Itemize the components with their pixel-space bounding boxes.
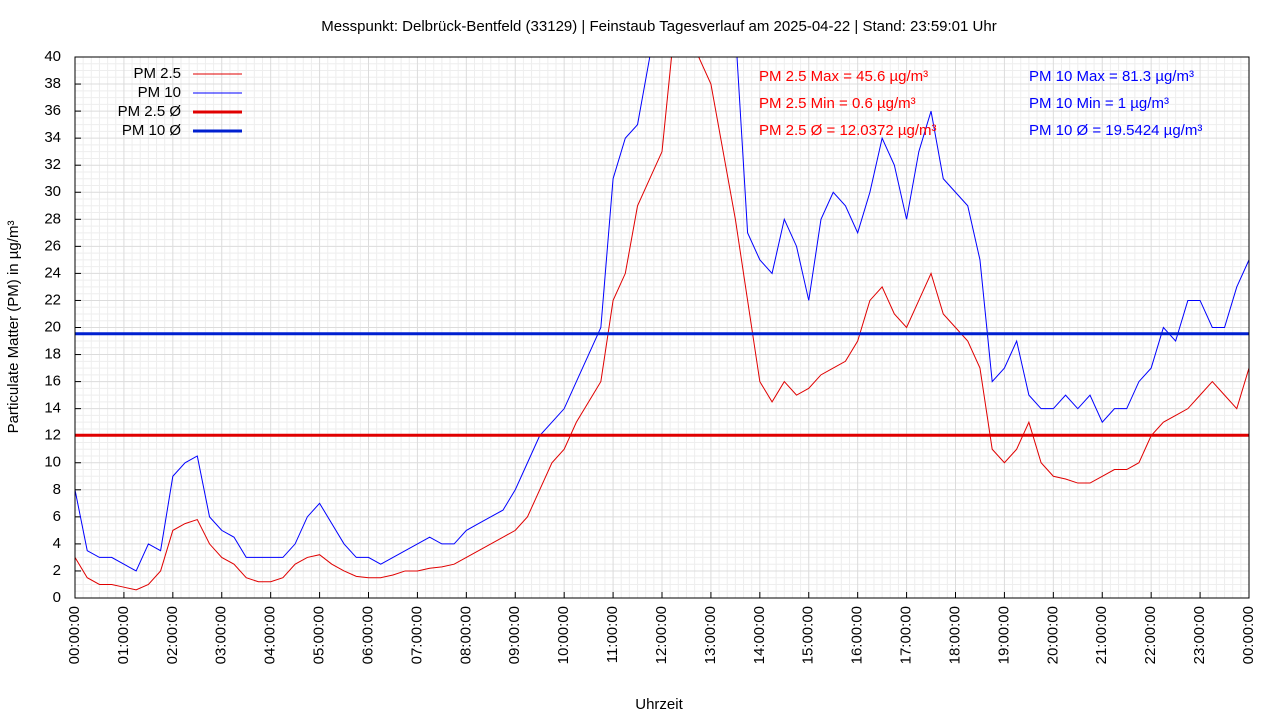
y-tick-label: 22 — [44, 291, 61, 308]
x-tick-label: 11:00:00 — [604, 606, 621, 663]
y-tick-label: 32 — [44, 156, 61, 173]
series-line — [75, 57, 1249, 572]
series-line — [75, 57, 1249, 591]
x-tick-label: 06:00:00 — [359, 606, 376, 664]
annotation: PM 10 Max = 81.3 µg/m³ — [1029, 68, 1194, 85]
x-axis-label: Uhrzeit — [635, 696, 683, 713]
y-tick-label: 6 — [53, 508, 61, 525]
x-tick-label: 03:00:00 — [213, 606, 230, 664]
y-tick-label: 0 — [53, 589, 61, 606]
legend-label: PM 2.5 Ø — [118, 103, 182, 120]
x-tick-label: 00:00:00 — [1240, 606, 1257, 664]
y-tick-label: 12 — [44, 427, 61, 444]
x-tick-label: 17:00:00 — [898, 606, 915, 664]
x-tick-label: 13:00:00 — [702, 606, 719, 664]
y-tick-label: 24 — [44, 264, 61, 281]
chart-title: Messpunkt: Delbrück-Bentfeld (33129) | F… — [321, 18, 996, 35]
y-tick-label: 30 — [44, 183, 61, 200]
x-tick-label: 19:00:00 — [995, 606, 1012, 664]
y-tick-label: 38 — [44, 75, 61, 92]
y-tick-label: 34 — [44, 129, 61, 146]
y-tick-label: 18 — [44, 346, 61, 363]
x-tick-label: 15:00:00 — [800, 606, 817, 664]
annotation: PM 2.5 Ø = 12.0372 µg/m³ — [759, 122, 936, 139]
x-tick-label: 02:00:00 — [164, 606, 181, 664]
legend-label: PM 10 Ø — [122, 122, 182, 139]
x-tick-label: 00:00:00 — [66, 606, 83, 664]
y-tick-label: 36 — [44, 102, 61, 119]
plot-border — [74, 56, 1250, 599]
legend-label: PM 2.5 — [133, 65, 181, 82]
x-tick-label: 05:00:00 — [311, 606, 328, 664]
y-tick-label: 8 — [53, 481, 61, 498]
y-tick-label: 16 — [44, 373, 61, 390]
x-tick-label: 22:00:00 — [1142, 606, 1159, 664]
annotation: PM 10 Min = 1 µg/m³ — [1029, 95, 1169, 112]
x-tick-label: 04:00:00 — [262, 606, 279, 664]
x-tick-label: 23:00:00 — [1191, 606, 1208, 664]
y-tick-label: 26 — [44, 237, 61, 254]
x-tick-label: 10:00:00 — [555, 606, 572, 664]
x-tick-label: 20:00:00 — [1044, 606, 1061, 664]
y-tick-label: 2 — [53, 562, 61, 579]
y-tick-label: 4 — [53, 535, 61, 552]
annotation: PM 10 Ø = 19.5424 µg/m³ — [1029, 122, 1202, 139]
legend-label: PM 10 — [138, 84, 181, 101]
annotation: PM 2.5 Min = 0.6 µg/m³ — [759, 95, 916, 112]
y-tick-label: 20 — [44, 318, 61, 335]
plot-lines — [75, 57, 1249, 591]
annotation: PM 2.5 Max = 45.6 µg/m³ — [759, 68, 928, 85]
y-tick-label: 10 — [44, 454, 61, 471]
x-tick-label: 18:00:00 — [946, 606, 963, 664]
x-tick-label: 21:00:00 — [1093, 606, 1110, 664]
y-axis-label: Particulate Matter (PM) in µg/m³ — [5, 221, 22, 434]
x-tick-label: 16:00:00 — [849, 606, 866, 664]
x-tick-label: 14:00:00 — [751, 606, 768, 664]
y-tick-label: 14 — [44, 400, 61, 417]
labels: 024681012141618202224262830323436384000:… — [44, 48, 1257, 664]
x-tick-label: 01:00:00 — [115, 606, 132, 664]
y-tick-label: 28 — [44, 210, 61, 227]
x-tick-label: 07:00:00 — [408, 606, 425, 664]
x-tick-label: 09:00:00 — [506, 606, 523, 664]
y-tick-label: 40 — [44, 48, 61, 65]
x-tick-label: 12:00:00 — [653, 606, 670, 664]
x-tick-label: 08:00:00 — [457, 606, 474, 664]
